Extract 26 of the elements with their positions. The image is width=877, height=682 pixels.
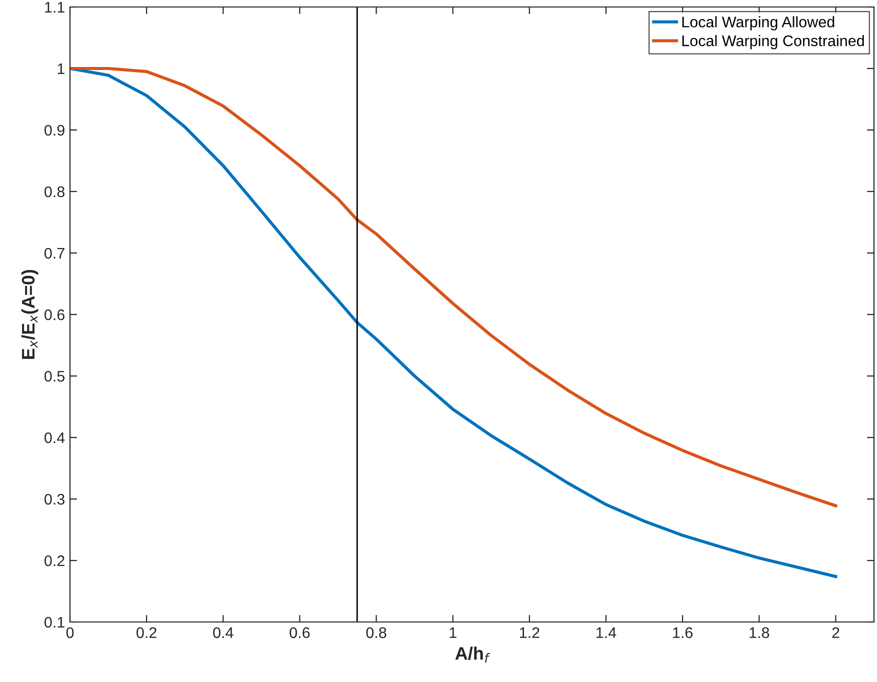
x-tick-label: 0 <box>66 627 74 638</box>
x-tick-label: 0.4 <box>213 627 234 638</box>
x-axis-title: A/h$_{f}$ <box>455 646 490 663</box>
x-tick-label: 1.6 <box>673 627 693 638</box>
legend-label: Local Warping Constrained <box>682 34 864 50</box>
x-tick-label: 0.8 <box>366 627 386 638</box>
y-tick-label: 0.8 <box>44 186 64 198</box>
y-tick-label: 1.1 <box>45 2 64 13</box>
x-tick-label: 0.2 <box>136 627 156 638</box>
x-tick-label: 1 <box>450 627 456 638</box>
y-axis-title: E$_{x}$/E$_{x}$(A=0) <box>21 270 38 359</box>
x-tick-label: 1.4 <box>596 627 616 638</box>
y-tick-label: 0.1 <box>44 616 64 628</box>
x-tick-label: 0.6 <box>290 627 310 638</box>
x-tick-label: 2 <box>832 627 840 638</box>
y-tick-label: 0.6 <box>44 309 64 320</box>
y-tick-label: 0.3 <box>44 494 64 505</box>
y-tick-label: 0.2 <box>44 555 64 566</box>
y-tick-label: 0.4 <box>44 432 65 444</box>
y-tick-label: 0.9 <box>44 124 64 136</box>
y-tick-label: 0.7 <box>44 248 64 259</box>
y-tick-label: 1 <box>58 64 64 74</box>
x-tick-label: 1.2 <box>520 627 540 638</box>
x-tick-label: 1.8 <box>750 627 770 638</box>
legend-label: Local Warping Allowed <box>682 16 834 30</box>
y-tick-label: 0.5 <box>44 370 64 382</box>
